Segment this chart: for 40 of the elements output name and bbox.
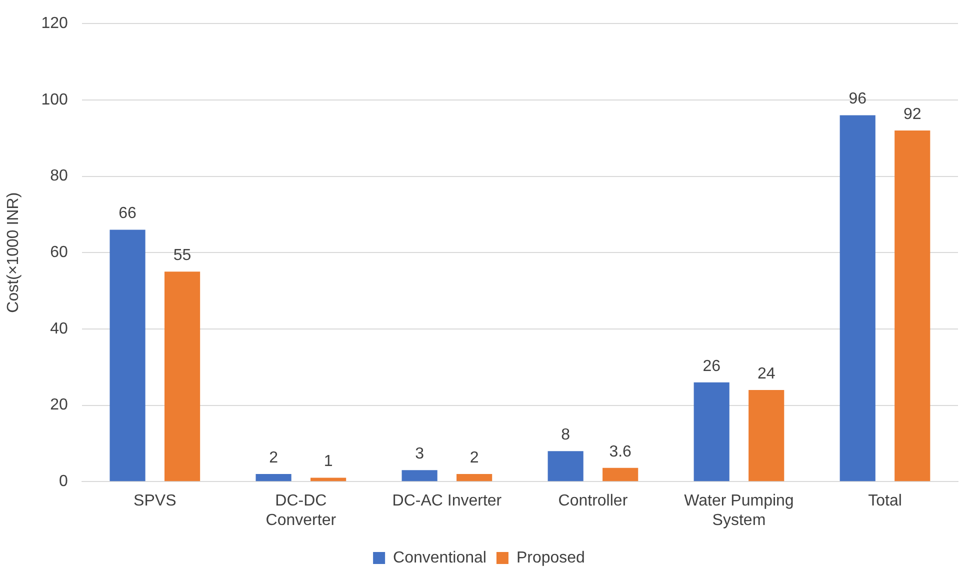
x-tick-label: Controller: [558, 492, 628, 510]
bar: [548, 451, 584, 482]
data-label: 2: [470, 449, 479, 466]
bar: [310, 478, 346, 482]
bar: [840, 115, 876, 482]
bar: [694, 382, 730, 482]
data-label: 8: [561, 426, 570, 444]
data-label: 2: [269, 449, 278, 466]
x-tick-label: SPVS: [134, 492, 176, 510]
x-tick-label: DC-AC Inverter: [392, 492, 502, 510]
y-tick-label: 60: [50, 244, 68, 262]
y-tick-label: 120: [41, 15, 68, 32]
y-axis-title: Cost(×1000 INR): [5, 192, 22, 313]
x-tick-label: Total: [868, 492, 902, 510]
legend-label: Proposed: [516, 549, 585, 566]
bar: [110, 230, 146, 482]
data-label: 1: [324, 453, 333, 470]
data-label: 24: [757, 365, 776, 382]
bar: [402, 470, 438, 482]
y-tick-label: 40: [50, 320, 68, 338]
y-tick-label: 80: [50, 168, 68, 185]
data-label: 3: [415, 446, 424, 463]
legend-label: Conventional: [393, 549, 486, 566]
y-tick-label: 20: [50, 396, 68, 414]
data-label: 26: [702, 358, 721, 375]
data-label: 96: [848, 90, 867, 108]
bar: [256, 474, 292, 482]
data-label: 3.6: [609, 443, 632, 460]
bar: [602, 468, 638, 482]
data-label: 66: [118, 205, 137, 222]
bar: [164, 272, 200, 482]
x-tick-label: Water Pumping System: [684, 492, 794, 529]
y-tick-label: 0: [58, 473, 68, 490]
bar: [456, 474, 492, 482]
bar: [894, 130, 930, 482]
data-label: 55: [173, 247, 192, 264]
data-label: 92: [903, 106, 922, 123]
y-tick-label: 100: [41, 91, 68, 108]
x-tick-label: DC-DC Converter: [266, 492, 337, 529]
bar: [748, 390, 784, 482]
